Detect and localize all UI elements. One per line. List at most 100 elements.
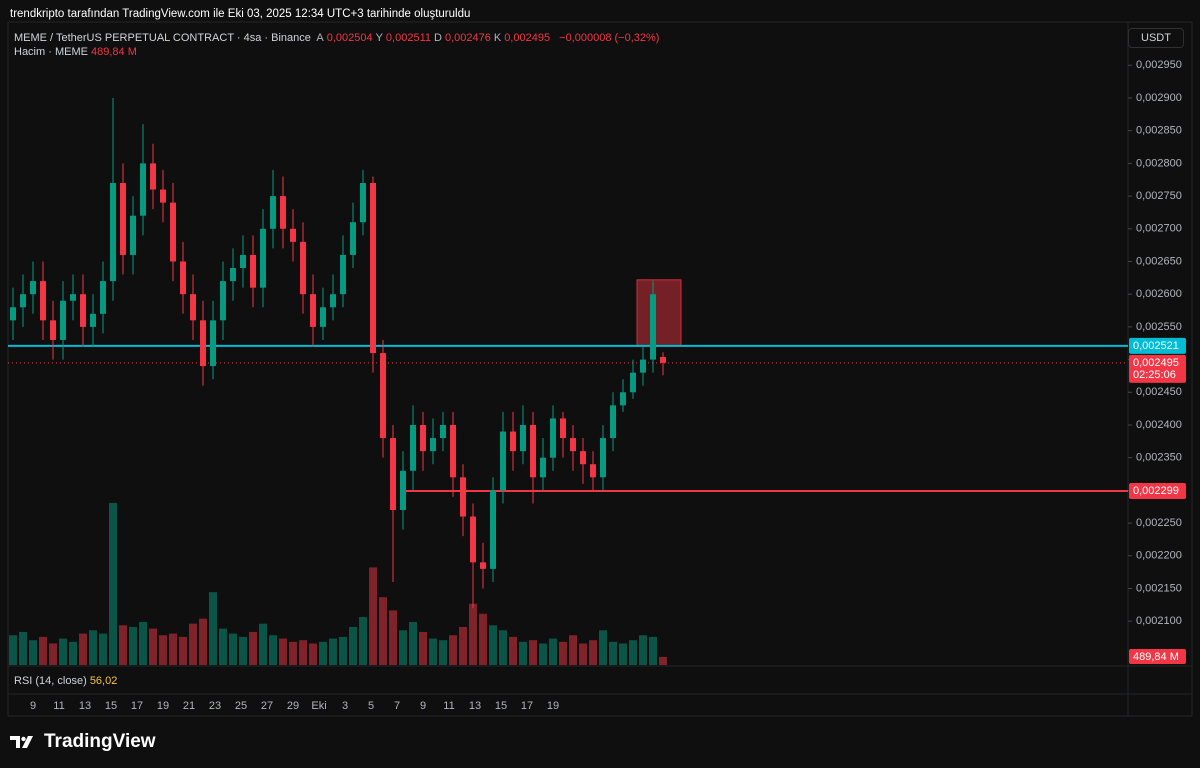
volume-bar bbox=[229, 633, 237, 665]
candle-body bbox=[120, 182, 126, 255]
volume-bar bbox=[419, 631, 427, 665]
x-tick-label: 19 bbox=[157, 700, 169, 712]
y-tick-label: 0,002200 bbox=[1136, 550, 1182, 562]
candle-body bbox=[100, 281, 106, 314]
legend-value: 0,002511 bbox=[385, 32, 431, 44]
volume-bar bbox=[559, 641, 567, 665]
candle-body bbox=[420, 424, 426, 452]
candle-body bbox=[440, 424, 446, 439]
level-tag bbox=[1129, 337, 1186, 354]
volume-bar bbox=[469, 603, 477, 665]
x-tick-label: 5 bbox=[368, 700, 374, 712]
volume-bar bbox=[639, 635, 647, 665]
symbol: MEME / TetherUS PERPETUAL CONTRACT · 4sa… bbox=[14, 32, 311, 44]
currency-button[interactable]: USDT bbox=[1128, 28, 1184, 48]
x-tick-label: 9 bbox=[30, 700, 36, 712]
volume-bar bbox=[379, 597, 387, 665]
level-tag-label: 0,002521 bbox=[1133, 340, 1179, 352]
candle-body bbox=[200, 320, 206, 367]
x-tick-label: 15 bbox=[495, 700, 507, 712]
last-price-tag bbox=[1129, 354, 1186, 383]
x-tick-label: 7 bbox=[394, 700, 400, 712]
y-tick-label: 0,002450 bbox=[1136, 386, 1182, 398]
volume-bar bbox=[289, 641, 297, 665]
x-tick-label: 17 bbox=[521, 700, 533, 712]
candle-body bbox=[50, 320, 56, 340]
volume-bar bbox=[139, 622, 147, 665]
candle-body bbox=[340, 254, 346, 295]
candle-body bbox=[380, 353, 386, 439]
volume-bar bbox=[589, 640, 597, 665]
candle-body bbox=[570, 438, 576, 452]
candle-body bbox=[310, 294, 316, 327]
candle-body bbox=[430, 438, 436, 452]
brand-logo bbox=[10, 736, 33, 748]
y-tick-label: 0,002250 bbox=[1136, 517, 1182, 529]
legend-value: 0,002504 bbox=[326, 32, 373, 44]
candle-body bbox=[230, 268, 236, 282]
volume-bar bbox=[129, 626, 137, 665]
y-tick-label: 0,002800 bbox=[1136, 157, 1182, 169]
candle-body bbox=[530, 424, 536, 478]
candle-body bbox=[330, 294, 336, 308]
candle-body bbox=[240, 254, 246, 269]
x-tick-label: 23 bbox=[209, 700, 221, 712]
candle-layer bbox=[10, 97, 666, 609]
candle-body bbox=[190, 294, 196, 321]
x-tick-label: 11 bbox=[443, 700, 454, 712]
volume-bar bbox=[9, 635, 17, 665]
zone-layer bbox=[636, 279, 682, 347]
volume-bar bbox=[239, 636, 247, 665]
legend-key: A bbox=[316, 32, 324, 44]
x-tick-label: 9 bbox=[420, 700, 426, 712]
candle-body bbox=[470, 516, 476, 563]
volume-bar bbox=[509, 636, 517, 665]
candle-body bbox=[110, 182, 116, 282]
change: −0,000008 (−0,32%) bbox=[559, 32, 660, 44]
candle-body bbox=[70, 294, 76, 301]
y-tick-label: 0,002150 bbox=[1136, 582, 1182, 594]
x-tick-label: 29 bbox=[287, 700, 299, 712]
volume-bar bbox=[269, 635, 277, 665]
candle-body bbox=[480, 562, 486, 569]
y-tick-label: 0,002900 bbox=[1136, 92, 1182, 104]
volume-bar bbox=[19, 631, 27, 665]
candle-body bbox=[10, 307, 16, 321]
candle-body bbox=[600, 438, 606, 478]
candle-body bbox=[540, 457, 546, 478]
volume-bar bbox=[169, 633, 177, 665]
volume-bar bbox=[219, 628, 227, 665]
level-tag-label: 0,002299 bbox=[1133, 485, 1179, 497]
candle-body bbox=[350, 222, 356, 255]
volume-bar bbox=[579, 643, 587, 665]
volume-bar bbox=[259, 623, 267, 665]
volume-bar bbox=[479, 613, 487, 665]
volume-bar bbox=[109, 502, 117, 665]
candle-body bbox=[40, 281, 46, 321]
volume-bar bbox=[299, 640, 307, 665]
candle-body bbox=[460, 477, 466, 517]
brand-name: TradingView bbox=[44, 731, 156, 752]
volume-bar bbox=[369, 567, 377, 665]
y-tick-label: 0,002700 bbox=[1136, 223, 1182, 235]
volume-bar bbox=[439, 640, 447, 665]
volume-bar bbox=[609, 641, 617, 665]
legend-key: Y bbox=[375, 32, 383, 44]
volume-bar bbox=[329, 638, 337, 665]
legend-key: D bbox=[434, 32, 442, 44]
candle-body bbox=[150, 163, 156, 190]
candle-body bbox=[270, 196, 276, 229]
volume-bar bbox=[39, 636, 47, 665]
chart-frame bbox=[7, 21, 1193, 717]
x-tick-label: 13 bbox=[469, 700, 481, 712]
candle-body bbox=[580, 451, 586, 465]
candle-body bbox=[30, 281, 36, 295]
candle-body bbox=[60, 300, 66, 340]
level-tag bbox=[1129, 483, 1186, 500]
volume-bar bbox=[119, 625, 127, 665]
volume-bar bbox=[319, 641, 327, 665]
legend-key: K bbox=[493, 32, 502, 44]
candle-body bbox=[250, 254, 256, 288]
volume-bar bbox=[549, 638, 557, 665]
rsi-name: RSI (14, close) bbox=[14, 675, 87, 687]
